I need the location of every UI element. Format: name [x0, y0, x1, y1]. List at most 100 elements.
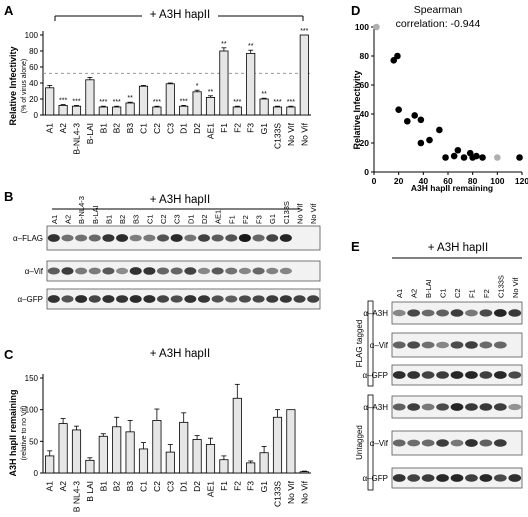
panel-e-western-blot: A1 A2 B-LAI C1 C2 F1 F2 C133S No Vif FLAG tagged α… [355, 275, 523, 491]
panel-b-row0-band [266, 234, 279, 242]
panel-e-lane-label: F1 [467, 289, 476, 298]
panel-e-blot-label: α–GFP [362, 474, 388, 483]
panel-b-row1-membrane [46, 260, 321, 282]
panel-c-category-label: No Vif [299, 480, 309, 504]
panel-a-significance: ** [127, 95, 133, 102]
panel-c-ylabel: A3H hapII remaining [8, 389, 18, 476]
panel-a-bar [246, 53, 256, 116]
panel-c-category-label: G1 [259, 481, 269, 493]
panel-d-control-point [373, 23, 380, 31]
panel-a-significance: *** [300, 28, 308, 35]
panel-e-group1-row1-band [493, 439, 507, 447]
panel-c-bar [45, 455, 55, 474]
panel-b-lane-label: A2 [63, 215, 72, 224]
panel-b-title: + A3H hapII [150, 194, 210, 206]
panel-e-lane-label: F2 [482, 289, 491, 298]
panel-b-row1-band [197, 267, 210, 275]
panel-a-significance: ** [208, 89, 214, 96]
panel-c-category-label: C133S [273, 481, 283, 507]
panel-c-category-label: C1 [139, 481, 149, 492]
panel-a-significance: *** [233, 99, 241, 106]
panel-b-blot-label: α–FLAG [13, 234, 43, 243]
panel-e-group0-row0-band [465, 309, 478, 317]
panel-c-bar [138, 448, 149, 474]
panel-e-group-label: FLAG tagged [355, 320, 364, 368]
panel-a-significance: *** [113, 99, 121, 106]
panel-e-lane-label: C2 [453, 288, 462, 298]
panel-e-group0-row2-band [465, 371, 478, 379]
panel-e-group1-row1-band [450, 439, 464, 447]
panel-b-row2-band [238, 295, 251, 303]
panel-b-row0-band [184, 234, 197, 242]
panel-a-bar [71, 105, 82, 116]
panel-b-row1-band [129, 267, 142, 275]
panel-b-row1-band [211, 267, 224, 275]
panel-a-bar [98, 106, 108, 116]
panel-b-row2-band [307, 295, 320, 303]
panel-c-title: + A3H hapII [150, 348, 210, 360]
panel-c-ytick-label: 0 [34, 469, 39, 478]
panel-b-lane-label: B2 [118, 215, 127, 224]
panel-e-group1-row2-band [407, 474, 421, 482]
panel-e-group1-row2-band [479, 474, 493, 482]
panel-d-xtick-label: 60 [443, 176, 453, 186]
panel-e-group0-row1-band [479, 341, 493, 349]
panel-b-row1-band [143, 267, 156, 275]
panel-d-data-point [395, 106, 402, 113]
panel-b-lane-label: D2 [200, 214, 209, 224]
panel-b-row1-band [238, 267, 251, 275]
panel-a-ytick-label: 60 [29, 63, 38, 72]
panel-e-group0-row2-band [479, 371, 493, 379]
panel-c-category-label: AE1 [206, 481, 216, 497]
panel-letter-c: C [4, 347, 14, 362]
panel-b-row1-band [184, 267, 197, 275]
panel-e-blot-label: α–GFP [362, 371, 388, 380]
panel-e-group0-row1-band [392, 341, 406, 349]
panel-c-category-label: D1 [179, 481, 189, 492]
panel-e-lane-label: C1 [439, 288, 448, 298]
panel-a-bar [138, 85, 149, 116]
panel-d-ylabel: Relative Infectivity [352, 70, 362, 149]
panel-c-category-label: No Vif [286, 480, 296, 504]
panel-a-ytick-label: 100 [25, 31, 39, 40]
panel-b-row2-band [47, 295, 60, 303]
panel-b-row2-band [170, 295, 183, 303]
panel-e-group1-row1-band [465, 439, 478, 447]
panel-a-significance: *** [287, 99, 295, 106]
panel-d-control-point [494, 154, 501, 161]
panel-a-significance: *** [273, 99, 281, 106]
panel-d-data-point [426, 136, 433, 144]
panel-c-bar [272, 416, 283, 474]
panel-e-group0-row1-band [465, 341, 478, 349]
panel-c-category-label: C2 [152, 481, 162, 492]
panel-c-bar [112, 426, 122, 474]
panel-e-group0-row0-band [508, 309, 522, 317]
panel-c-bar [152, 420, 162, 474]
panel-e-lane-label: B-LAI [424, 279, 433, 298]
panel-b-lane-label: C2 [159, 214, 168, 224]
panel-d-data-point [473, 152, 480, 160]
panel-b-lane-label: F3 [255, 215, 264, 224]
panel-e-group0-row0-band [392, 309, 406, 317]
panel-b-lane-label: B-NL4-3 [77, 196, 86, 224]
panel-b-row0-band [75, 234, 88, 242]
panel-a-bar [299, 34, 309, 116]
panel-c-bar [246, 462, 256, 474]
panel-b-row0-band [129, 234, 142, 242]
panel-a-ytick-label: 0 [34, 111, 39, 120]
panel-c-category-label: B NL4-3 [72, 481, 82, 512]
panel-d-ytick-label: 20 [360, 138, 370, 148]
panel-c-category-label: B LAI [85, 481, 95, 502]
panel-e-lane-label: A2 [410, 289, 419, 298]
panel-e-treatment-header: + A3H hapII [392, 242, 522, 259]
panel-e-group1-row0-band [392, 403, 406, 411]
panel-b-row1-band [47, 267, 60, 275]
panel-e-group1-row0-band [508, 403, 522, 411]
panel-c-category-label: F2 [232, 481, 242, 491]
panel-b-row0-band [61, 234, 74, 242]
panel-e-title: + A3H hapII [428, 242, 488, 254]
panel-e-group0-row0-band [450, 309, 464, 317]
panel-e-group0-row2-band [450, 371, 464, 379]
panel-a-significance: *** [72, 98, 80, 105]
panel-e-group1-row0-band [493, 403, 507, 411]
